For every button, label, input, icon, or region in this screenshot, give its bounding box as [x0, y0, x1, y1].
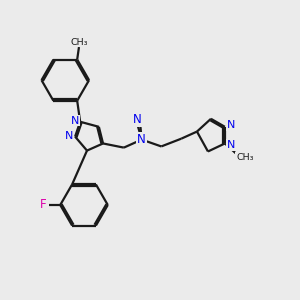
Text: N: N	[137, 133, 146, 146]
Text: N: N	[227, 120, 235, 130]
Text: N: N	[65, 131, 73, 141]
Text: N: N	[133, 113, 141, 126]
Text: CH₃: CH₃	[236, 153, 254, 162]
Text: N: N	[227, 140, 235, 150]
Text: N: N	[71, 116, 80, 126]
Text: F: F	[40, 199, 47, 212]
Text: CH₃: CH₃	[71, 38, 88, 46]
